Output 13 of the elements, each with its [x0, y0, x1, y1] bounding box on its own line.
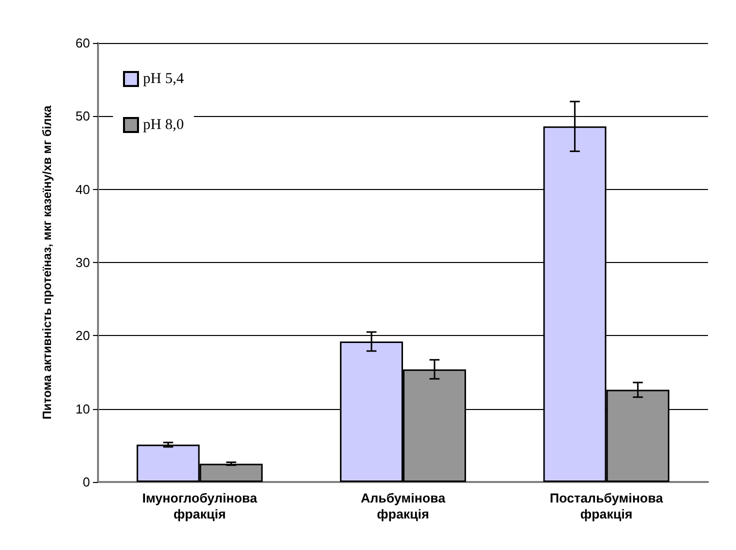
y-axis-title: Питома активність протеїназ, мкг казеїну/хв мг білка [40, 105, 54, 420]
x-tick-label: Постальбумінова фракція [550, 490, 664, 522]
legend-label: pH 5,4 [143, 71, 184, 87]
y-tick-label: 20 [76, 328, 90, 344]
y-tick-label: 0 [82, 474, 90, 490]
y-tick-label: 40 [76, 182, 90, 197]
y-tick-label: 10 [76, 401, 90, 416]
legend-label: pH 8,0 [143, 117, 184, 133]
y-tick-label: 60 [76, 36, 90, 50]
x-tick-label: Альбумінова фракція [360, 490, 446, 522]
y-tick-label: 50 [76, 108, 90, 124]
y-tick-label: 30 [76, 255, 90, 270]
x-tick-label: Імуноглобулінова фракція [142, 490, 258, 522]
